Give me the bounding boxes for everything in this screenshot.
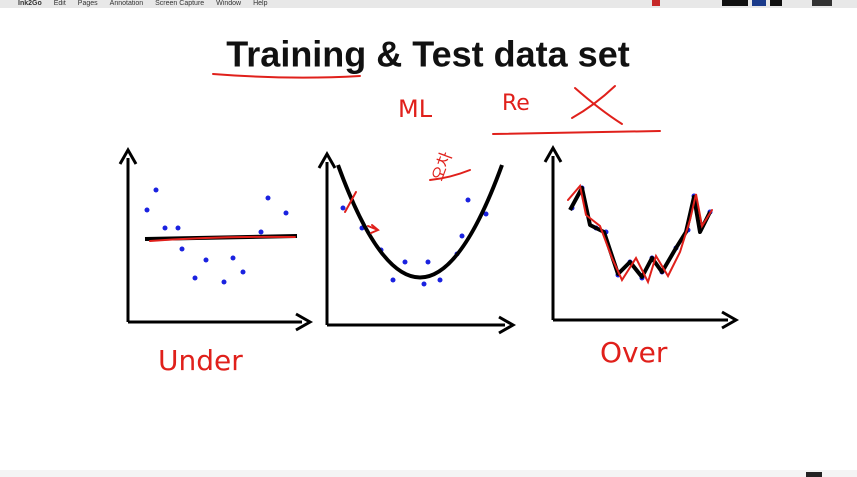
bottom-icon [806, 472, 822, 477]
data-points [144, 187, 289, 285]
handwriting: Re [502, 91, 530, 116]
handwriting: Over [600, 336, 668, 369]
fit-curve [336, 164, 504, 280]
trace [567, 183, 713, 285]
handwriting: Under [158, 344, 243, 377]
handwriting: ML [398, 95, 433, 123]
menu-item[interactable]: Screen Capture [155, 0, 204, 7]
bottom-bar [0, 470, 857, 477]
menu-item[interactable]: Window [216, 0, 242, 7]
menu-items: Ink2Go Edit Pages Annotation Screen Capture W… [18, 0, 268, 7]
slide-title: Training & Test data set [226, 34, 629, 75]
annotation-arrows [344, 191, 380, 234]
status-icons [652, 0, 832, 6]
menu-bar [0, 0, 857, 8]
menu-item[interactable]: Ink2Go [18, 0, 42, 7]
underline [429, 169, 471, 181]
axes [317, 150, 517, 335]
axes [118, 146, 314, 332]
menu-item[interactable]: Annotation [110, 0, 144, 7]
fit-curve [568, 186, 712, 279]
trace [149, 235, 296, 242]
title-underline [212, 73, 361, 79]
cross-mark [571, 85, 623, 125]
menu-item[interactable]: Edit [54, 0, 66, 7]
menu-item[interactable]: Help [253, 0, 268, 7]
menu-item[interactable]: Pages [78, 0, 98, 7]
axes [543, 144, 740, 330]
underline [492, 130, 661, 135]
